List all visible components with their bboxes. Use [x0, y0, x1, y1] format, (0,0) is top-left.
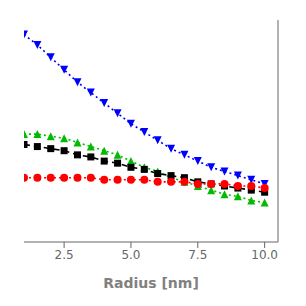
svg-text:5.0: 5.0	[121, 248, 140, 262]
svg-text:2.5: 2.5	[55, 248, 74, 262]
svg-text:Radius [nm]: Radius [nm]	[103, 275, 199, 291]
svg-text:10.0: 10.0	[251, 248, 278, 262]
svg-text:7.5: 7.5	[188, 248, 207, 262]
